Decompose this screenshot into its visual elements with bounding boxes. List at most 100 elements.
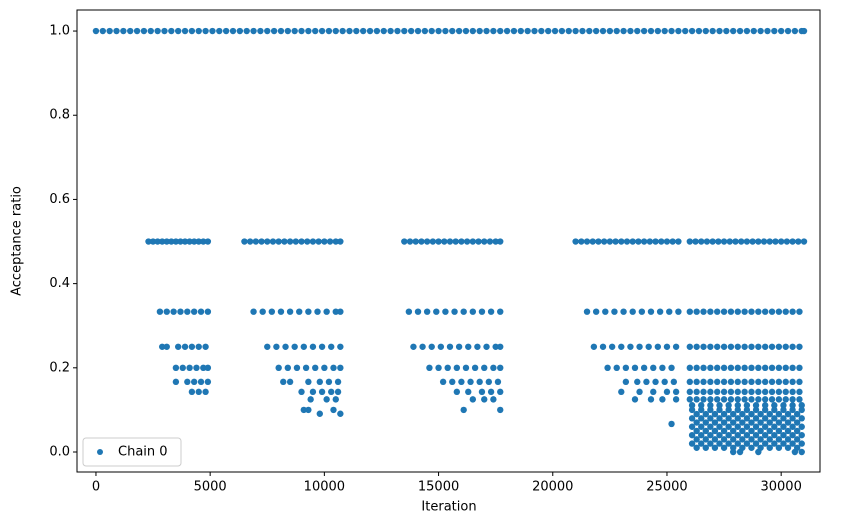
point — [640, 27, 648, 35]
point — [483, 27, 490, 35]
point — [604, 364, 611, 372]
point — [177, 238, 184, 245]
point — [768, 378, 776, 386]
point — [707, 343, 714, 350]
point — [734, 406, 741, 414]
point — [727, 308, 735, 315]
point — [743, 406, 751, 414]
point — [692, 238, 699, 245]
point — [659, 396, 666, 403]
point — [757, 427, 764, 435]
point — [709, 27, 716, 35]
point — [353, 27, 360, 35]
point — [730, 419, 737, 426]
point — [465, 388, 472, 396]
point — [300, 343, 308, 350]
point — [793, 419, 801, 426]
point — [481, 396, 488, 403]
point — [725, 402, 732, 409]
point — [793, 410, 801, 418]
point — [652, 238, 659, 245]
point — [181, 343, 189, 350]
point — [755, 238, 762, 245]
legend-box — [82, 437, 182, 467]
point — [688, 406, 696, 414]
point — [730, 448, 737, 456]
point — [618, 388, 625, 396]
point — [666, 308, 673, 315]
point — [423, 238, 431, 245]
point — [449, 27, 456, 35]
point — [682, 27, 689, 35]
point — [658, 238, 665, 245]
point — [590, 343, 598, 350]
y-tick-label: 0.8 — [49, 108, 70, 123]
point — [766, 419, 773, 426]
point — [736, 448, 744, 456]
point — [798, 440, 805, 447]
point — [309, 343, 317, 350]
point — [661, 378, 668, 386]
point — [720, 364, 728, 372]
point — [640, 364, 648, 372]
point — [730, 410, 737, 418]
point — [188, 388, 196, 396]
y-tick-label: 1.0 — [49, 24, 70, 39]
point — [246, 238, 254, 245]
point — [784, 444, 792, 451]
point — [161, 27, 168, 35]
point — [784, 410, 792, 418]
point — [755, 396, 762, 403]
point — [669, 238, 676, 245]
point — [323, 396, 330, 403]
point — [184, 378, 191, 386]
point — [761, 343, 769, 350]
point — [789, 406, 796, 414]
point — [222, 27, 230, 35]
point — [798, 402, 805, 409]
point — [612, 238, 619, 245]
point — [145, 238, 152, 245]
point — [693, 396, 700, 403]
point — [727, 378, 735, 386]
point — [711, 410, 719, 418]
point — [193, 364, 200, 372]
point — [720, 427, 728, 435]
point — [631, 364, 639, 372]
point — [755, 378, 762, 386]
point — [478, 308, 486, 315]
point — [782, 364, 789, 372]
point — [458, 378, 465, 386]
point — [798, 423, 805, 430]
point — [761, 364, 769, 372]
point — [675, 27, 682, 35]
point — [700, 388, 707, 396]
point — [174, 343, 182, 350]
point — [748, 427, 755, 435]
point — [775, 444, 783, 451]
point — [490, 396, 497, 403]
point — [716, 406, 723, 414]
point — [720, 308, 728, 315]
point — [188, 343, 196, 350]
point — [490, 27, 497, 35]
point — [798, 431, 805, 439]
point — [720, 396, 728, 403]
point — [154, 27, 161, 35]
point — [321, 238, 328, 245]
point — [688, 402, 696, 409]
point — [190, 378, 198, 386]
point — [698, 440, 705, 447]
point — [693, 410, 700, 418]
point — [789, 396, 796, 403]
point — [284, 27, 292, 35]
point — [275, 364, 282, 372]
point — [698, 423, 705, 430]
point — [793, 427, 801, 435]
point — [748, 378, 755, 386]
point — [229, 27, 237, 35]
point — [186, 238, 193, 245]
point — [460, 406, 467, 414]
point — [481, 238, 488, 245]
point — [757, 27, 764, 35]
